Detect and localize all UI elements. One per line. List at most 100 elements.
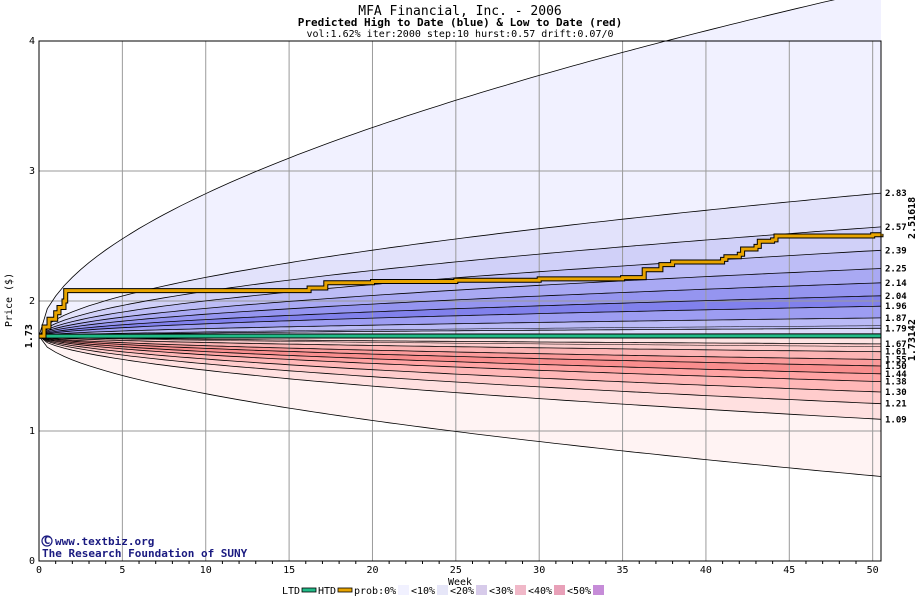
- band-label-5: 2.04: [885, 292, 907, 302]
- legend-text-2: prob:0%: [354, 586, 396, 597]
- high-band-7: [39, 306, 881, 337]
- high-band-1: [39, 193, 881, 337]
- high-boundary-extra: [38, 325, 882, 337]
- high-boundary-0: [38, 0, 835, 337]
- band-label-0: 2.83: [885, 189, 907, 199]
- watermark-org: The Research Foundation of SUNY: [42, 547, 248, 560]
- band-label-17: 1.09: [885, 415, 907, 425]
- high-boundary-2: [38, 226, 882, 337]
- low-boundary-5: [38, 335, 882, 375]
- band-label-4: 2.14: [885, 279, 907, 289]
- low-boundary-9: [38, 335, 881, 345]
- band-label-1: 2.57: [885, 223, 907, 233]
- low-boundary-3: [38, 335, 882, 393]
- x-tick-label-20: 20: [366, 565, 378, 576]
- series-lines: [38, 232, 884, 339]
- right-band-labels: 2.83 2.57 2.39 2.25 2.14 2.041.96 1.871.79 1.67…: [885, 189, 907, 425]
- x-tick-label-50: 50: [867, 565, 879, 576]
- high-band-2: [39, 226, 881, 337]
- low-boundary-4: [38, 335, 882, 382]
- x-tick-label-0: 0: [36, 565, 42, 576]
- ltd-final-label: 1.73142: [907, 319, 918, 361]
- y-tick-label-0: 0: [29, 556, 35, 567]
- band-label-15: 1.30: [885, 388, 907, 398]
- y-tick-label-1: 1: [29, 426, 35, 437]
- band-label-7: 1.87: [885, 314, 907, 324]
- low-band-1: [39, 336, 881, 420]
- htd-final-label: 2.51618: [907, 197, 918, 239]
- band-label-11: 1.55: [885, 356, 907, 366]
- high-boundary-1: [38, 192, 882, 337]
- band-label-6: 1.96: [885, 302, 907, 312]
- band-label-10: 1.61: [885, 348, 907, 358]
- x-tick-label-40: 40: [700, 565, 712, 576]
- high-band-3: [39, 250, 881, 337]
- low-band-6: [39, 336, 881, 366]
- copyright-symbol: C: [44, 534, 51, 547]
- x-tick-label-5: 5: [119, 565, 125, 576]
- low-boundary-0: [38, 335, 882, 477]
- high-boundary-8: [38, 317, 882, 337]
- legend-swatch-7: [593, 585, 604, 595]
- high-band-6: [39, 295, 881, 337]
- band-boundaries: [38, 0, 882, 477]
- high-boundary-5: [38, 282, 882, 337]
- x-tick-label-35: 35: [617, 565, 629, 576]
- chart-subtitle: Predicted High to Date (blue) & Low to D…: [298, 16, 623, 29]
- chart-title: MFA Financial, Inc. - 2006: [358, 4, 562, 19]
- low-band-5: [39, 336, 881, 374]
- low-band-4: [39, 336, 881, 382]
- watermark: C www.textbiz.org The Research Foundatio…: [41, 534, 248, 560]
- low-boundary-extra: [38, 335, 882, 347]
- high-boundary-4: [38, 268, 882, 337]
- legend-swatch-2: [398, 585, 409, 595]
- low-boundary-2: [38, 335, 882, 405]
- high-band-5: [39, 282, 881, 337]
- high-boundary-9: [38, 327, 881, 337]
- x-tick-label-45: 45: [783, 565, 795, 576]
- band-label-9: 1.67: [885, 340, 907, 350]
- copyright-icon: [41, 535, 53, 547]
- y-tick-label-3: 3: [29, 166, 35, 177]
- band-label-12: 1.50: [885, 362, 907, 372]
- start-price-label: 1.73: [24, 324, 35, 348]
- high-boundary-6: [38, 295, 882, 337]
- legend-swatch-htd: [337, 587, 353, 593]
- x-tick-label-10: 10: [200, 565, 212, 576]
- low-band-7: [39, 336, 881, 360]
- legend-swatch-3: [437, 585, 448, 595]
- legend-swatch-6: [554, 585, 565, 595]
- legend: LTD HTD prob:0% <10% <20% <30% <40% <50%: [282, 585, 604, 597]
- plot-frame: [38, 40, 882, 562]
- x-axis-label: Week: [448, 577, 472, 588]
- y-tick-label-2: 2: [29, 296, 35, 307]
- htd-line: [39, 233, 883, 338]
- legend-text-1: HTD: [318, 586, 336, 597]
- low-band-0: [39, 336, 881, 477]
- axes: 0 5 10 15 20 25 30 35 40 45 50 0 1 2 3 4: [29, 36, 879, 576]
- band-label-8: 1.79: [885, 324, 907, 334]
- legend-swatch-4: [476, 585, 487, 595]
- high-band-0: [39, 0, 881, 337]
- band-label-13: 1.44: [885, 370, 907, 380]
- legend-text-6: <40%: [528, 586, 552, 597]
- y-axis-label: Price ($): [4, 273, 15, 327]
- legend-text-5: <30%: [489, 586, 513, 597]
- high-band-4: [39, 268, 881, 337]
- legend-swatch-5: [515, 585, 526, 595]
- band-label-14: 1.38: [885, 378, 907, 388]
- low-band-3: [39, 336, 881, 392]
- low-boundary-1: [38, 335, 882, 420]
- legend-text-0: LTD: [282, 586, 300, 597]
- x-tick-label-30: 30: [533, 565, 545, 576]
- watermark-url: www.textbiz.org: [55, 535, 154, 548]
- low-boundary-7: [38, 335, 882, 360]
- band-label-16: 1.21: [885, 400, 907, 410]
- x-tick-label-15: 15: [283, 565, 295, 576]
- low-band-2: [39, 336, 881, 404]
- legend-text-4: <20%: [450, 586, 474, 597]
- high-band-8: [39, 317, 881, 337]
- band-label-3: 2.25: [885, 265, 907, 275]
- low-boundary-8: [38, 335, 882, 353]
